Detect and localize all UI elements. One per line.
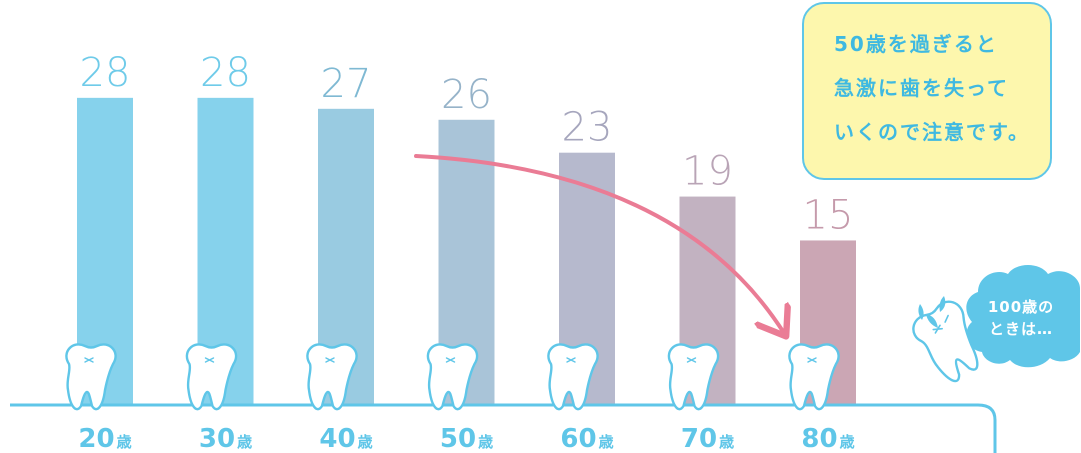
age-label-40: 40 歳 [319, 424, 372, 453]
callout-line-1: 50歳を過ぎると [834, 32, 998, 56]
value-label-80: 15 [803, 192, 854, 238]
decline-trend-arrow [414, 154, 784, 333]
value-label-30: 28 [200, 50, 251, 96]
callout-line-3: いくので注意です。 [834, 120, 1030, 144]
splash-drops-icon [918, 296, 946, 328]
age-label-20: 20 歳 [78, 424, 131, 453]
age-label-30: 30 歳 [199, 424, 252, 453]
value-label-60: 23 [562, 105, 613, 151]
age-labels-layer: 20 歳 30 歳 40 歳 50 歳 60 歳 70 歳 80 歳 [78, 424, 854, 453]
value-label-40: 27 [321, 61, 372, 107]
value-label-70: 19 [682, 149, 733, 195]
tooth-icon [306, 343, 358, 411]
value-label-50: 26 [441, 72, 492, 118]
warning-callout: 50歳を過ぎると 急激に歯を失って いくので注意です。 [802, 2, 1052, 180]
tooth-icon [185, 343, 238, 411]
age-label-60: 60 歳 [560, 424, 613, 453]
tooth-icon [426, 343, 479, 411]
baseline-axis [10, 403, 997, 453]
age-label-70: 70 歳 [681, 424, 734, 453]
callout-line-2: 急激に歯を失って [834, 76, 1009, 100]
value-labels-layer: 28 28 27 26 23 19 15 [80, 50, 854, 239]
tooth-icon [547, 343, 599, 411]
teeth-layer [65, 343, 840, 411]
cloud-line-2: ときは… [988, 320, 1053, 338]
age-label-80: 80 歳 [801, 424, 854, 453]
cloud-line-1: 100歳の [987, 298, 1055, 316]
speech-cloud [966, 265, 1080, 368]
tooth-icon [667, 343, 720, 411]
age-label-50: 50 歳 [440, 424, 493, 453]
cloud-text: 100歳の ときは… [962, 296, 1080, 340]
tooth-icon [65, 343, 117, 411]
tooth-icon [788, 343, 840, 411]
value-label-20: 28 [80, 50, 131, 96]
cloud-shape [966, 265, 1080, 368]
